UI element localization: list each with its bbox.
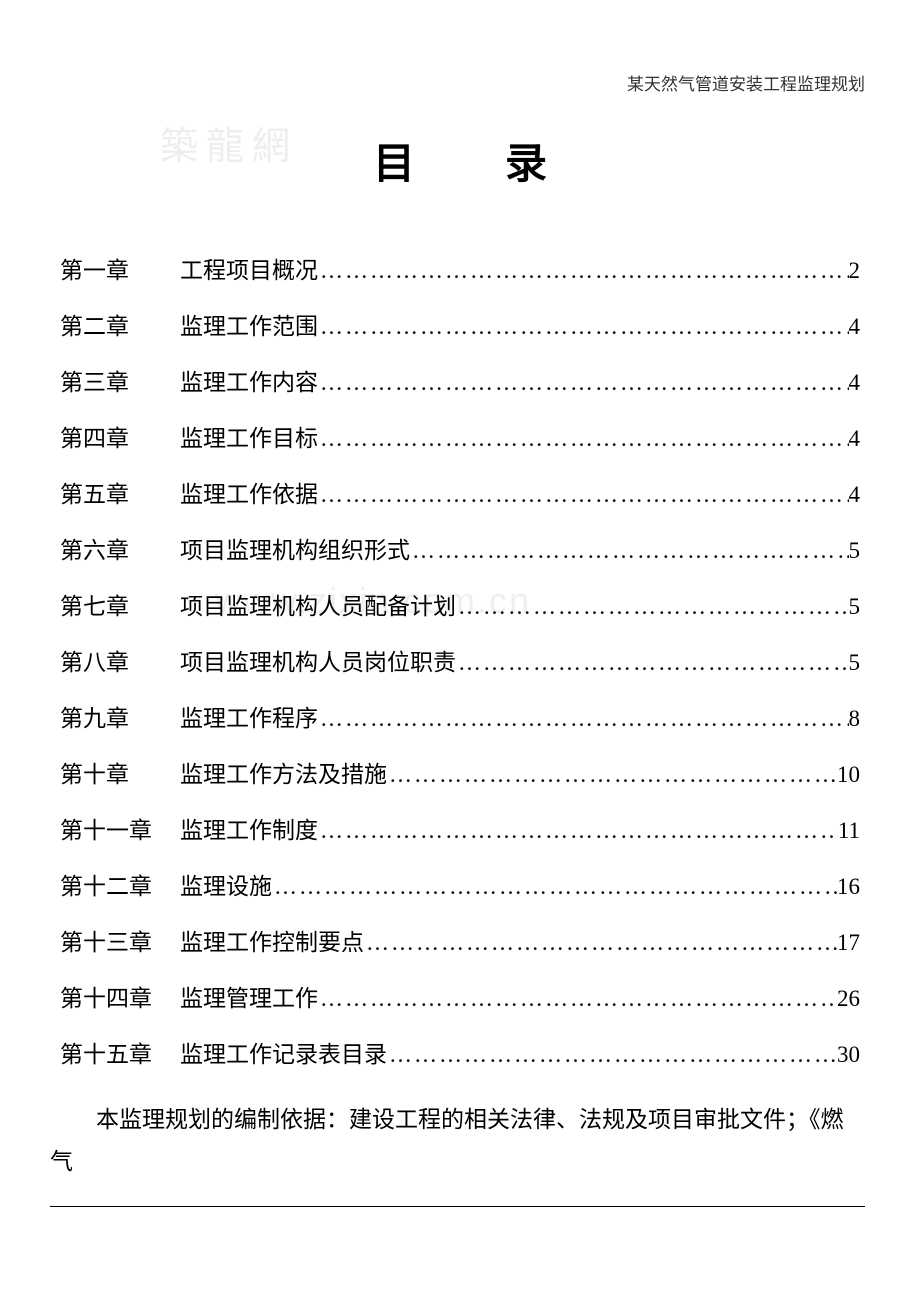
toc-page-number: 5	[849, 594, 861, 620]
toc-chapter-label: 第四章	[60, 419, 180, 453]
toc-chapter-label: 第十三章	[60, 923, 180, 957]
toc-leader-dots: …………………………………………………………………………	[272, 874, 837, 900]
toc-page-number: 30	[837, 1042, 860, 1068]
toc-entry: 第一章工程项目概况…………………………………………………………………………2	[60, 251, 860, 285]
toc-page-number: 2	[849, 258, 861, 284]
toc-page-number: 16	[837, 874, 860, 900]
footer-line	[50, 1206, 865, 1207]
toc-leader-dots: …………………………………………………………………………	[318, 314, 849, 340]
toc-leader-dots: …………………………………………………………………………	[318, 706, 849, 732]
toc-page-number: 8	[849, 706, 861, 732]
toc-entry-title: 监理工作记录表目录	[180, 1035, 387, 1069]
toc-entry: 第七章项目监理机构人员配备计划……………………………………………………………………	[60, 587, 860, 621]
toc-entry-title: 监理工作内容	[180, 363, 318, 397]
toc-chapter-label: 第八章	[60, 643, 180, 677]
toc-leader-dots: …………………………………………………………………………	[456, 650, 849, 676]
toc-chapter-label: 第二章	[60, 307, 180, 341]
document-page: 某天然气管道安装工程监理规划 築龍網 www.zixin.com.cn 目录 第…	[0, 0, 920, 1302]
toc-entry-title: 监理设施	[180, 867, 272, 901]
toc-page-number: 4	[849, 314, 861, 340]
toc-leader-dots: …………………………………………………………………………	[410, 538, 849, 564]
toc-entry: 第十章监理工作方法及措施……………………………………………………………………………	[60, 755, 860, 789]
toc-entry: 第十五章监理工作记录表目录…………………………………………………………………………	[60, 1035, 860, 1069]
toc-chapter-label: 第十二章	[60, 867, 180, 901]
toc-page-number: 10	[837, 762, 860, 788]
body-paragraph: 本监理规划的编制依据：建设工程的相关法律、法规及项目审批文件；《燃气	[50, 1099, 865, 1182]
toc-entry-title: 项目监理机构人员岗位职责	[180, 643, 456, 677]
toc-entry: 第九章监理工作程序…………………………………………………………………………8	[60, 699, 860, 733]
toc-chapter-label: 第三章	[60, 363, 180, 397]
toc-entry-title: 项目监理机构组织形式	[180, 531, 410, 565]
toc-entry-title: 监理工作制度	[180, 811, 318, 845]
toc-page-number: 5	[849, 650, 861, 676]
toc-entry: 第四章监理工作目标…………………………………………………………………………4	[60, 419, 860, 453]
toc-page-number: 11	[838, 818, 860, 844]
toc-page-number: 5	[849, 538, 861, 564]
toc-leader-dots: …………………………………………………………………………	[318, 818, 838, 844]
toc-entry-title: 工程项目概况	[180, 251, 318, 285]
toc-entry-title: 监理工作依据	[180, 475, 318, 509]
toc-chapter-label: 第七章	[60, 587, 180, 621]
toc-entry-title: 项目监理机构人员配备计划	[180, 587, 456, 621]
toc-page-number: 26	[837, 986, 860, 1012]
table-of-contents: 第一章工程项目概况…………………………………………………………………………2第二…	[50, 251, 870, 1069]
toc-chapter-label: 第六章	[60, 531, 180, 565]
toc-leader-dots: …………………………………………………………………………	[318, 370, 849, 396]
toc-entry: 第三章监理工作内容…………………………………………………………………………4	[60, 363, 860, 397]
toc-page-number: 17	[837, 930, 860, 956]
page-title: 目录	[50, 130, 870, 191]
toc-page-number: 4	[849, 370, 861, 396]
toc-leader-dots: …………………………………………………………………………	[318, 258, 849, 284]
toc-entry: 第十一章监理工作制度…………………………………………………………………………11	[60, 811, 860, 845]
toc-leader-dots: …………………………………………………………………………	[364, 930, 837, 956]
toc-leader-dots: …………………………………………………………………………	[318, 482, 849, 508]
toc-entry-title: 监理工作方法及措施	[180, 755, 387, 789]
toc-entry-title: 监理工作目标	[180, 419, 318, 453]
toc-entry: 第八章项目监理机构人员岗位职责……………………………………………………………………	[60, 643, 860, 677]
toc-entry: 第十三章监理工作控制要点……………………………………………………………………………	[60, 923, 860, 957]
toc-entry: 第十二章监理设施…………………………………………………………………………16	[60, 867, 860, 901]
toc-entry: 第十四章监理管理工作…………………………………………………………………………26	[60, 979, 860, 1013]
toc-chapter-label: 第十一章	[60, 811, 180, 845]
toc-chapter-label: 第一章	[60, 251, 180, 285]
toc-entry-title: 监理工作程序	[180, 699, 318, 733]
toc-chapter-label: 第十五章	[60, 1035, 180, 1069]
toc-leader-dots: …………………………………………………………………………	[456, 594, 849, 620]
toc-leader-dots: …………………………………………………………………………	[318, 426, 849, 452]
toc-chapter-label: 第十章	[60, 755, 180, 789]
toc-leader-dots: …………………………………………………………………………	[387, 762, 837, 788]
toc-entry: 第二章监理工作范围…………………………………………………………………………4	[60, 307, 860, 341]
page-header: 某天然气管道安装工程监理规划	[627, 70, 865, 95]
toc-chapter-label: 第五章	[60, 475, 180, 509]
toc-entry-title: 监理工作范围	[180, 307, 318, 341]
toc-page-number: 4	[849, 426, 861, 452]
toc-leader-dots: …………………………………………………………………………	[318, 986, 837, 1012]
toc-page-number: 4	[849, 482, 861, 508]
toc-entry-title: 监理工作控制要点	[180, 923, 364, 957]
toc-chapter-label: 第九章	[60, 699, 180, 733]
toc-chapter-label: 第十四章	[60, 979, 180, 1013]
toc-entry-title: 监理管理工作	[180, 979, 318, 1013]
toc-entry: 第五章监理工作依据…………………………………………………………………………4	[60, 475, 860, 509]
toc-leader-dots: …………………………………………………………………………	[387, 1042, 837, 1068]
toc-entry: 第六章项目监理机构组织形式…………………………………………………………………………	[60, 531, 860, 565]
